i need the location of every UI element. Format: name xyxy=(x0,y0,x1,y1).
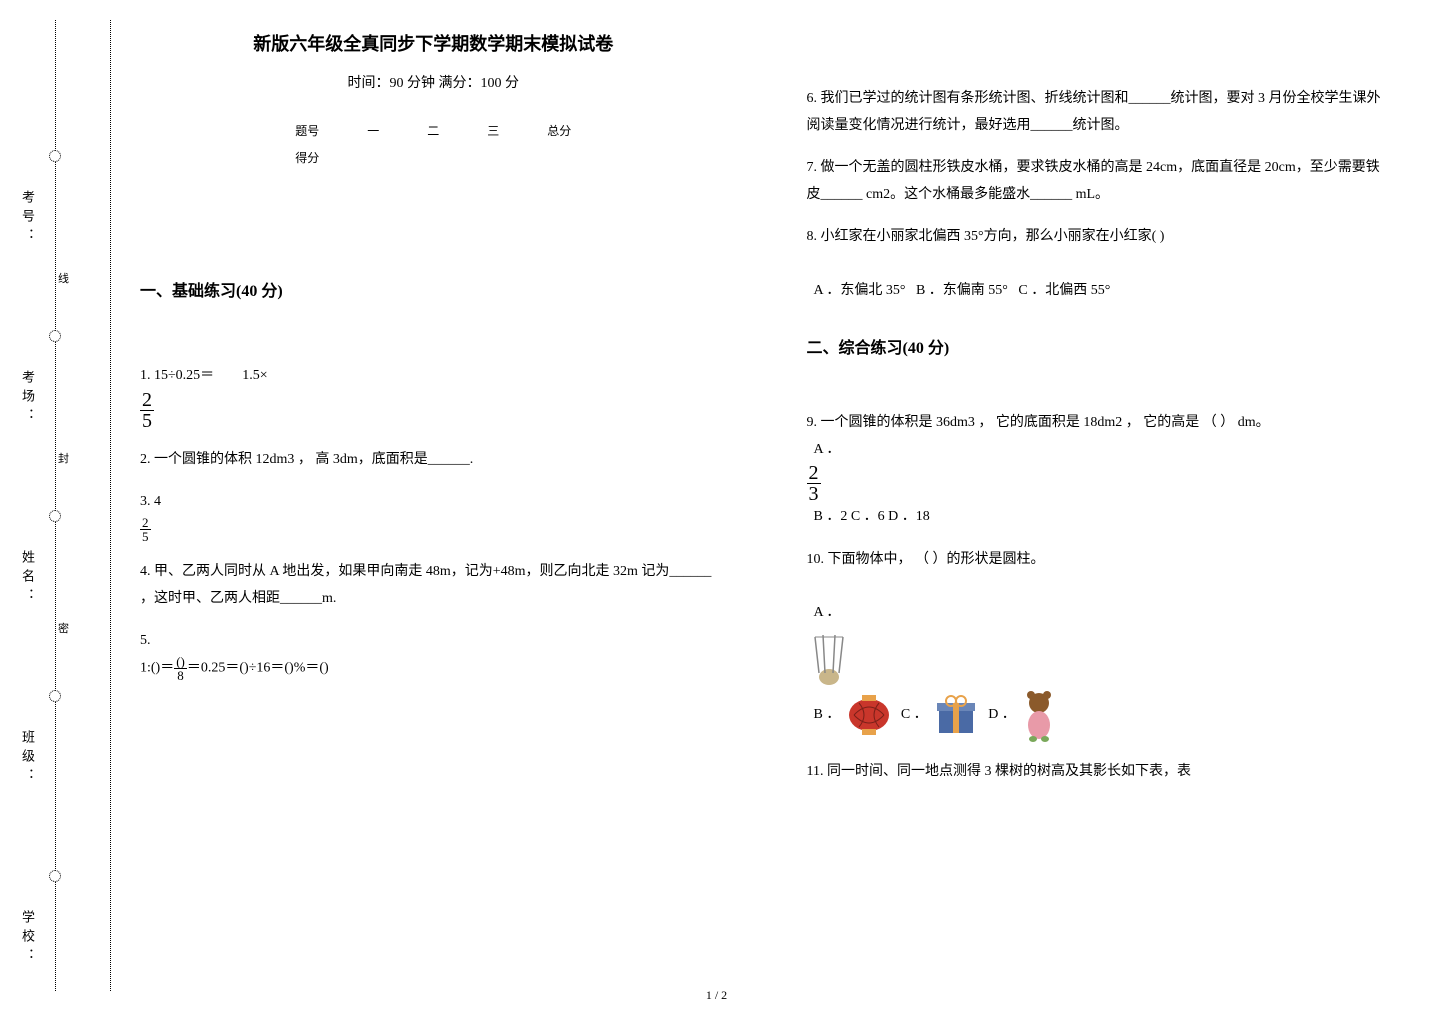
q-num: 1. xyxy=(140,368,151,383)
section-2-title: 二、综合练习(40 分) xyxy=(807,334,1394,358)
choice-a-label: A ． xyxy=(814,605,841,620)
q-text: 我们已学过的统计图有条形统计图、折线统计图和______统计图，要对 3 月份全… xyxy=(807,91,1381,133)
q-num: 2. xyxy=(140,452,151,467)
q-text: 15÷0.25＝ xyxy=(154,368,214,383)
seal-char: 封 xyxy=(58,450,69,466)
gutter-label-name: 姓名： xyxy=(18,550,37,607)
score-th: 总分 xyxy=(523,118,595,143)
q-text: 4 xyxy=(154,494,161,509)
q-num: 10. xyxy=(807,552,825,567)
q-text: 一个圆锥的体积是 36dm3 ， 它的底面积是 18dm2 ， 它的高是 （ ）… xyxy=(821,415,1270,430)
exam-title: 新版六年级全真同步下学期数学期末模拟试卷 xyxy=(140,30,727,56)
score-cell xyxy=(523,143,595,171)
q-text: 甲、乙两人同时从 A 地出发，如果甲向南走 48m，记为+48m，则乙向北走 3… xyxy=(140,564,711,606)
q-num: 5. xyxy=(140,633,151,648)
q-text: 1.5× xyxy=(242,368,267,383)
page-number: 1 / 2 xyxy=(706,988,727,1003)
column-left: 新版六年级全真同步下学期数学期末模拟试卷 时间：90 分钟 满分：100 分 题… xyxy=(140,20,727,991)
seal-char: 线 xyxy=(58,270,69,286)
section-1-title: 一、基础练习(40 分) xyxy=(140,277,727,301)
q-num: 4. xyxy=(140,564,151,579)
gutter-circle xyxy=(49,150,61,162)
binding-gutter: 密 封 线 学校： 班级： 姓名： 考场： 考号： xyxy=(0,0,130,1011)
score-th: 一 xyxy=(343,118,403,143)
giftbox-icon xyxy=(931,691,981,739)
q-text: 下面物体中， （ ）的形状是圆柱。 xyxy=(828,552,1045,567)
content-area: 新版六年级全真同步下学期数学期末模拟试卷 时间：90 分钟 满分：100 分 题… xyxy=(130,0,1433,1011)
q-num: 3. xyxy=(140,494,151,509)
q-expr: ＝0.25＝()÷16＝()%＝() xyxy=(187,661,329,676)
choice-c-label: C ． xyxy=(901,707,928,722)
question-3: 3. 4 2 5 xyxy=(140,489,727,543)
question-7: 7. 做一个无盖的圆柱形铁皮水桶，要求铁皮水桶的高是 24cm，底面直径是 20… xyxy=(807,155,1394,208)
score-cell xyxy=(463,143,523,171)
question-2: 2. 一个圆锥的体积 12dm3 ， 高 3dm，底面积是______. xyxy=(140,447,727,474)
exam-subtitle: 时间：90 分钟 满分：100 分 xyxy=(140,72,727,92)
q-num: 9. xyxy=(807,415,818,430)
score-table: 题号 一 二 三 总分 得分 xyxy=(271,118,595,171)
score-th: 二 xyxy=(403,118,463,143)
column-right: 6. 我们已学过的统计图有条形统计图、折线统计图和______统计图，要对 3 … xyxy=(807,20,1394,991)
choice-b: B ．东偏南 55° xyxy=(916,283,1008,298)
q-text: 一个圆锥的体积 12dm3 ， 高 3dm，底面积是______. xyxy=(154,452,473,467)
question-8: 8. 小红家在小丽家北偏西 35°方向，那么小丽家在小红家( ) A ．东偏北 … xyxy=(807,224,1394,304)
q-num: 8. xyxy=(807,229,818,244)
gutter-label-id: 考号： xyxy=(18,190,37,247)
fraction: 2 3 xyxy=(807,463,821,504)
question-9: 9. 一个圆锥的体积是 36dm3 ， 它的底面积是 18dm2 ， 它的高是 … xyxy=(807,410,1394,531)
q-expr: 1:()＝ xyxy=(140,661,174,676)
score-cell xyxy=(343,143,403,171)
fraction: 2 5 xyxy=(140,390,154,431)
score-th: 三 xyxy=(463,118,523,143)
score-cell xyxy=(403,143,463,171)
question-6: 6. 我们已学过的统计图有条形统计图、折线统计图和______统计图，要对 3 … xyxy=(807,86,1394,139)
badminton-icon xyxy=(807,627,851,687)
gutter-label-class: 班级： xyxy=(18,730,37,787)
q-num: 6. xyxy=(807,91,818,106)
bear-icon xyxy=(1019,687,1059,743)
question-10: 10. 下面物体中， （ ）的形状是圆柱。 A ． B ． xyxy=(807,547,1394,743)
gutter-circle xyxy=(49,330,61,342)
q-num: 7. xyxy=(807,160,818,175)
lantern-icon xyxy=(844,691,894,739)
score-th: 题号 xyxy=(271,118,343,143)
gutter-dotted-line-outer xyxy=(110,20,111,991)
question-1: 1. 15÷0.25＝ 1.5× 2 5 xyxy=(140,363,727,431)
q-text: 做一个无盖的圆柱形铁皮水桶，要求铁皮水桶的高是 24cm，底面直径是 20cm，… xyxy=(807,160,1380,202)
choice-a: A ． xyxy=(814,442,841,457)
fraction: 2 5 xyxy=(140,516,151,543)
seal-char: 密 xyxy=(58,620,69,636)
choice-b-label: B ． xyxy=(814,707,841,722)
question-4: 4. 甲、乙两人同时从 A 地出发，如果甲向南走 48m，记为+48m，则乙向北… xyxy=(140,559,727,612)
question-11: 11. 同一时间、同一地点测得 3 棵树的树高及其影长如下表，表 xyxy=(807,759,1394,786)
score-row-label: 得分 xyxy=(271,143,343,171)
gutter-seal-line xyxy=(55,20,56,991)
choice-c: C ．北偏西 55° xyxy=(1018,283,1110,298)
q-text: 同一时间、同一地点测得 3 棵树的树高及其影长如下表，表 xyxy=(827,764,1191,779)
gutter-label-school: 学校： xyxy=(18,910,37,967)
gutter-circle xyxy=(49,510,61,522)
choice-bcd: B ．2 C ．6 D ．18 xyxy=(814,509,930,524)
gutter-circle xyxy=(49,870,61,882)
q-num: 11. xyxy=(807,764,824,779)
choice-d-label: D ． xyxy=(988,707,1016,722)
gutter-circle xyxy=(49,690,61,702)
question-5: 5. 1:()＝ () 8 ＝0.25＝()÷16＝()%＝() xyxy=(140,628,727,682)
fraction: () 8 xyxy=(174,655,187,682)
gutter-label-room: 考场： xyxy=(18,370,37,427)
choice-a: A ．东偏北 35° xyxy=(814,283,906,298)
q-text: 小红家在小丽家北偏西 35°方向，那么小丽家在小红家( ) xyxy=(821,229,1165,244)
